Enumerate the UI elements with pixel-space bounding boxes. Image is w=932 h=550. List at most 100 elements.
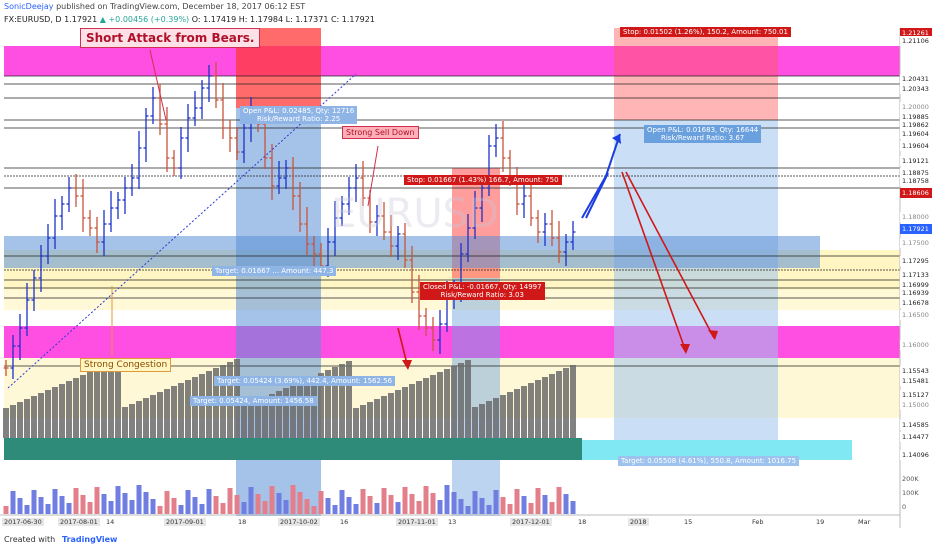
price-label: 1.20431 <box>900 74 932 84</box>
volume-grey-bar <box>304 379 310 438</box>
volume-bar <box>10 491 16 514</box>
volume-bar <box>437 500 443 514</box>
close-value: C: 1.17921 <box>330 15 375 24</box>
time-label: Mar <box>858 518 871 526</box>
volume-grey-bar <box>45 390 51 438</box>
volume-bar <box>276 493 282 514</box>
price-label: 1.16000 <box>900 340 932 350</box>
up-arrow-1-head <box>612 134 621 144</box>
volume-grey-bar <box>374 399 380 438</box>
time-label: 19 <box>816 518 825 526</box>
volume-grey-bar <box>528 383 534 438</box>
closed-pnl-label: Closed P&L: -0.01667, Qty: 14997 Risk/Re… <box>420 282 545 300</box>
publish-line: SonicDeejay published on TradingView.com… <box>4 2 305 11</box>
price-bars <box>3 62 576 379</box>
price-label: 1.17295 <box>900 256 932 266</box>
volume-grey-bar <box>535 380 541 438</box>
volume-grey-bar <box>339 364 345 438</box>
volume-grey-bar <box>73 378 79 438</box>
volume-grey-bar <box>388 393 394 438</box>
published-text: published on TradingView.com, December 1… <box>56 2 306 11</box>
price-label: 1.19862 <box>900 120 932 130</box>
time-label: 15 <box>684 518 693 526</box>
target-label-mid: Target: 0.01667 ... Amount: 447.3 <box>212 266 337 276</box>
volume-grey-bar <box>521 386 527 438</box>
volume-bar <box>206 489 212 514</box>
volume-bar <box>311 506 317 514</box>
volume-bar <box>451 492 457 514</box>
target-label-left-2: Target: 0.05424, Amount: 1456.58 <box>190 396 317 406</box>
volume-grey-bar <box>493 398 499 438</box>
volume-bar <box>472 491 478 514</box>
volume-grey-bar <box>157 392 163 438</box>
ohlc-line: FX:EURUSD, D 1.17921 ▲ +0.00456 (+0.39%)… <box>4 15 375 24</box>
tradingview-brand[interactable]: TradingView <box>62 535 118 544</box>
volume-grey-bar <box>59 384 65 438</box>
cyan-band <box>582 440 852 460</box>
volume-bar <box>115 486 121 514</box>
volume-grey-bar <box>402 387 408 438</box>
volume-bar <box>346 497 352 514</box>
volume-grey-bar <box>108 363 114 438</box>
price-label: 1.16939 <box>900 288 932 298</box>
author-link[interactable]: SonicDeejay <box>4 2 54 11</box>
volume-bar <box>94 487 100 514</box>
sell-down-pointer <box>367 145 379 207</box>
volume-bar <box>367 496 373 514</box>
left-rr-text: Risk/Reward Ratio: 2.25 <box>256 115 341 123</box>
price-label: 1.18758 <box>900 176 932 186</box>
volume-bar <box>444 485 450 514</box>
volume-bar <box>143 492 149 514</box>
volume-grey-bar <box>24 399 30 438</box>
strong-congestion-callout[interactable]: Strong Congestion <box>80 358 172 372</box>
volume-bar <box>52 489 58 514</box>
volume-bar <box>479 498 485 514</box>
chart-pane[interactable]: Short Attack from Bears. Strong Sell Dow… <box>0 27 932 528</box>
time-label: 2018 <box>628 518 649 526</box>
down-arrow-2-head <box>708 330 718 340</box>
volume-grey-bar <box>346 361 352 438</box>
price-label: 1.14096 <box>900 450 932 460</box>
time-label: 16 <box>340 518 349 526</box>
volume-bar <box>283 500 289 514</box>
strong-sell-down-callout[interactable]: Strong Sell Down <box>342 126 419 139</box>
volume-grey-bar <box>129 404 135 438</box>
volume-grey-bar <box>395 390 401 438</box>
price-label: 1.17500 <box>900 238 932 248</box>
volume-bar <box>416 501 422 514</box>
price-label: 1.21261 <box>900 28 932 38</box>
price-label: 1.21106 <box>900 36 932 46</box>
teal-volume-band <box>4 438 582 460</box>
volume-bar <box>80 495 86 514</box>
volume-grey-bar <box>500 395 506 438</box>
short-attack-callout[interactable]: Short Attack from Bears. <box>80 28 261 48</box>
volume-grey-bar <box>556 371 562 438</box>
price-label: 1.15000 <box>900 400 932 410</box>
volume-bars <box>3 359 576 514</box>
last-price: 1.17921 <box>64 15 98 24</box>
time-label: 2017-06-30 <box>2 518 44 526</box>
volume-grey-bar <box>150 395 156 438</box>
symbol-label[interactable]: FX:EURUSD, D <box>4 15 62 24</box>
time-label: 14 <box>106 518 115 526</box>
volume-grey-bar <box>507 392 513 438</box>
volume-bar <box>535 488 541 514</box>
chart-canvas[interactable] <box>0 28 932 528</box>
volume-bar <box>17 498 23 514</box>
price-label: 1.15543 <box>900 366 932 376</box>
symbol-watermark: EURUSD <box>331 191 499 237</box>
price-label: 1.18606 <box>900 188 932 198</box>
volume-bar <box>556 487 562 514</box>
time-label: 2017-08-01 <box>58 518 100 526</box>
volume-bar <box>514 489 520 514</box>
volume-grey-bar <box>262 397 268 438</box>
target-label-left: Target: 0.05424 (3.69%), 442.4, Amount: … <box>214 376 396 386</box>
price-label: 1.16500 <box>900 310 932 320</box>
closed-rr-text: Risk/Reward Ratio: 3.03 <box>440 291 524 299</box>
created-with-text: Created with <box>4 535 56 544</box>
volume-grey-bar <box>143 398 149 438</box>
volume-grey-bar <box>248 403 254 438</box>
volume-bar <box>549 502 555 514</box>
time-label: 2017-10-02 <box>278 518 320 526</box>
volume-bar <box>3 506 9 514</box>
